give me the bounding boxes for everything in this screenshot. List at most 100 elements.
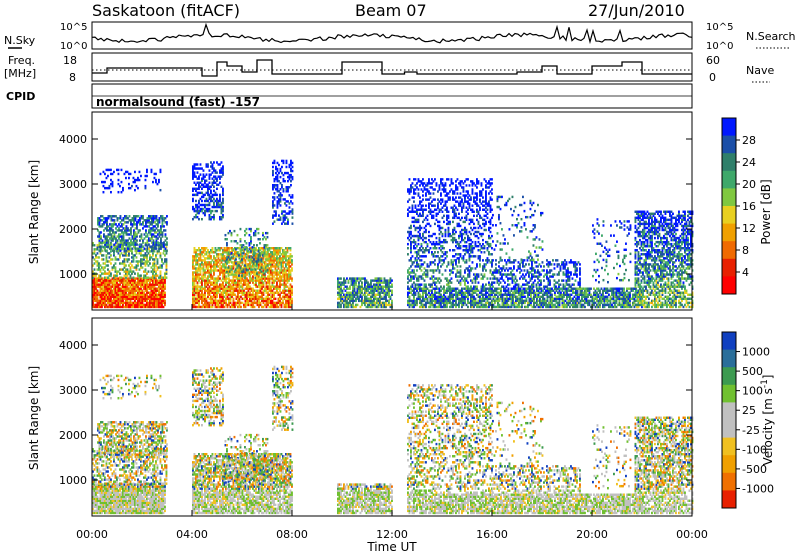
power-cell-2350 bbox=[238, 301, 241, 305]
power-cell-645 bbox=[161, 297, 163, 301]
power-cell-127 bbox=[105, 303, 108, 307]
power-cell-2048 bbox=[217, 261, 220, 264]
power-cell-2255 bbox=[231, 249, 233, 252]
power-cell-1408 bbox=[143, 219, 146, 222]
power-cell-356 bbox=[129, 291, 132, 294]
power-cell-3768 bbox=[288, 165, 291, 169]
power-cell-4824 bbox=[528, 287, 531, 290]
power-cell-3131 bbox=[289, 289, 292, 292]
power-cell-3493 bbox=[239, 240, 242, 243]
power-cell-2324 bbox=[237, 305, 239, 309]
power-cell-383 bbox=[132, 293, 135, 296]
power-cell-4283 bbox=[423, 305, 426, 309]
power-cell-3506 bbox=[242, 244, 245, 247]
power-cell-3054 bbox=[285, 305, 287, 309]
power-cell-708 bbox=[96, 262, 99, 265]
power-cell-4150 bbox=[383, 281, 386, 284]
power-cell-529 bbox=[149, 305, 151, 309]
power-cell-2850 bbox=[270, 247, 272, 250]
power-cell-3181 bbox=[193, 207, 196, 211]
power-cell-4046 bbox=[371, 305, 374, 309]
power-cell-2975 bbox=[279, 283, 281, 286]
power-cell-4252 bbox=[416, 289, 418, 292]
power-cell-777 bbox=[110, 262, 112, 265]
power-cell-4117 bbox=[379, 281, 381, 284]
power-cell-4708 bbox=[506, 289, 508, 292]
power-cell-4670 bbox=[500, 305, 502, 309]
power-cell-4899 bbox=[543, 291, 546, 294]
power-cell-2980 bbox=[279, 273, 281, 276]
power-cell-4047 bbox=[371, 303, 374, 307]
power-cell-1427 bbox=[146, 217, 149, 220]
power-cell-4768 bbox=[518, 293, 520, 296]
power-cell-1329 bbox=[133, 243, 135, 246]
power-cell-4217 bbox=[408, 297, 411, 301]
power-cell-3321 bbox=[210, 199, 212, 203]
power-cell-2970 bbox=[279, 295, 281, 299]
power-cell-2246 bbox=[231, 273, 233, 276]
power-cell-4656 bbox=[497, 303, 499, 307]
power-cell-2712 bbox=[261, 247, 263, 250]
power-cell-2831 bbox=[270, 297, 272, 301]
power-cell-1936 bbox=[210, 273, 212, 276]
power-cell-4158 bbox=[385, 295, 387, 299]
power-cell-3843 bbox=[343, 299, 345, 303]
power-cell-856 bbox=[125, 268, 127, 271]
power-cell-1228 bbox=[118, 245, 120, 248]
power-cell-1759 bbox=[198, 275, 200, 278]
power-cell-1099 bbox=[98, 225, 101, 228]
power-cell-2215 bbox=[228, 247, 230, 250]
power-cell-3364 bbox=[214, 181, 217, 184]
power-cell-4855 bbox=[536, 301, 538, 305]
power-cell-3319 bbox=[210, 211, 212, 215]
power-cell-834 bbox=[122, 262, 124, 265]
power-cell-325 bbox=[126, 299, 129, 303]
power-cell-4289 bbox=[423, 287, 426, 290]
power-cell-2221 bbox=[229, 293, 232, 296]
power-cell-3110 bbox=[288, 277, 290, 280]
power-cell-2936 bbox=[276, 261, 278, 264]
power-cell-3821 bbox=[340, 303, 342, 307]
power-cell-1706 bbox=[195, 287, 197, 290]
power-cell-724 bbox=[99, 274, 102, 277]
power-cell-506 bbox=[146, 299, 148, 303]
power-cell-348 bbox=[128, 277, 130, 280]
power-cell-3863 bbox=[346, 303, 348, 307]
power-cell-3487 bbox=[239, 270, 242, 273]
power-cell-3876 bbox=[347, 297, 350, 301]
power-cell-4179 bbox=[388, 295, 390, 299]
power-cell-3909 bbox=[352, 295, 354, 299]
power-cell-4848 bbox=[533, 289, 535, 292]
power-cell-1240 bbox=[119, 241, 122, 244]
power-cell-1070 bbox=[164, 258, 166, 261]
power-cell-4322 bbox=[431, 293, 433, 296]
power-cell-3521 bbox=[247, 266, 249, 269]
power-cell-924 bbox=[137, 264, 139, 267]
power-cell-1206 bbox=[113, 219, 116, 222]
power-cell-4924 bbox=[549, 305, 552, 309]
freq-panel-frame bbox=[91, 52, 693, 82]
power-cell-956 bbox=[144, 270, 147, 273]
power-cell-4593 bbox=[483, 289, 486, 292]
power-cell-16 bbox=[93, 303, 96, 307]
power-cell-671 bbox=[164, 301, 166, 305]
power-cell-969 bbox=[146, 262, 148, 265]
power-cell-1756 bbox=[198, 285, 200, 288]
power-cell-3003 bbox=[280, 265, 283, 268]
power-cell-83 bbox=[101, 303, 103, 307]
power-cell-3399 bbox=[219, 175, 221, 178]
power-cell-4360 bbox=[438, 295, 441, 299]
power-cell-3339 bbox=[211, 171, 214, 174]
power-cell-3847 bbox=[343, 283, 345, 286]
power-cell-3706 bbox=[281, 212, 283, 215]
power-cell-1121 bbox=[103, 241, 105, 244]
power-cell-228 bbox=[116, 297, 118, 301]
power-cell-217 bbox=[114, 289, 117, 292]
power-cell-3921 bbox=[353, 295, 356, 299]
power-cell-3956 bbox=[358, 287, 360, 290]
power-cell-3441 bbox=[226, 260, 228, 263]
power-cell-4328 bbox=[432, 295, 435, 299]
power-cell-405 bbox=[134, 279, 136, 282]
power-cell-3958 bbox=[358, 283, 360, 286]
power-cell-1559 bbox=[166, 241, 168, 244]
